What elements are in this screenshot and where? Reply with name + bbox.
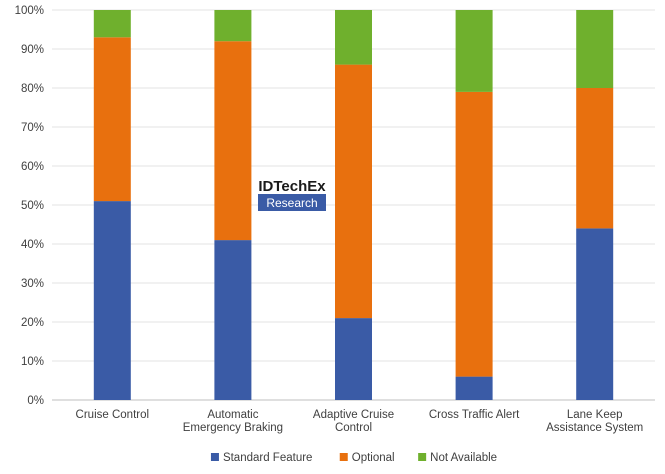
bar-optional [576, 88, 614, 229]
y-tick-label: 80% [21, 83, 44, 95]
bar-not-available [93, 10, 131, 38]
y-axis-tick-labels: 0% 10% 20% 30% 40% 50% 60% 70% 80% 90% 100% [15, 5, 44, 407]
x-category-label: Adaptive Cruise Control [313, 409, 394, 434]
bar-standard-feature [455, 376, 493, 400]
bar-not-available [576, 10, 614, 88]
bar-standard-feature [576, 228, 614, 400]
y-tick-label: 10% [21, 356, 44, 368]
x-category-label: Cruise Control [76, 409, 150, 421]
y-tick-label: 30% [21, 278, 44, 290]
bar-optional [455, 91, 493, 377]
bar-not-available [335, 10, 372, 65]
bar-stack [93, 10, 131, 400]
bar-standard-feature [214, 240, 252, 400]
bar-stacks [93, 10, 614, 400]
legend-label: Optional [352, 452, 395, 464]
bar-standard-feature [335, 318, 372, 400]
bar-not-available [214, 10, 252, 42]
x-category-label: Lane Keep Assistance System [546, 409, 643, 434]
bar-stack [576, 10, 614, 400]
bar-stack [455, 10, 493, 400]
bar-not-available [455, 10, 493, 92]
bar-standard-feature [93, 201, 131, 400]
x-category-label: Automatic Emergency Braking [183, 409, 283, 434]
x-axis-category-labels: Cruise Control Automatic Emergency Braking… [76, 409, 644, 434]
idtechex-watermark: IDTechEx Research [258, 178, 326, 211]
y-tick-label: 50% [21, 200, 44, 212]
watermark-title: IDTechEx [258, 178, 326, 195]
legend-item-optional: Optional [339, 452, 395, 464]
y-tick-label: 70% [21, 122, 44, 134]
y-tick-label: 60% [21, 161, 44, 173]
y-tick-label: 20% [21, 317, 44, 329]
legend-label: Not Available [430, 452, 497, 464]
legend-swatch [418, 453, 427, 461]
bar-optional [335, 64, 372, 319]
bar-optional [214, 41, 252, 241]
bar-stack [335, 10, 372, 400]
y-tick-label: 40% [21, 239, 44, 251]
bar-optional [93, 37, 131, 202]
y-tick-label: 0% [27, 395, 44, 407]
y-tick-label: 100% [15, 5, 44, 17]
legend-item-not-available: Not Available [418, 452, 497, 464]
x-category-label: Cross Traffic Alert [429, 409, 520, 421]
watermark-subtitle: Research [266, 196, 317, 210]
bar-stack [214, 10, 252, 400]
watermark-badge [258, 194, 326, 211]
y-tick-label: 90% [21, 44, 44, 56]
legend-swatch [210, 453, 219, 461]
legend: Standard Feature Optional Not Available [210, 452, 497, 464]
legend-label: Standard Feature [223, 452, 313, 464]
legend-swatch [339, 453, 348, 461]
legend-item-standard-feature: Standard Feature [210, 452, 313, 464]
